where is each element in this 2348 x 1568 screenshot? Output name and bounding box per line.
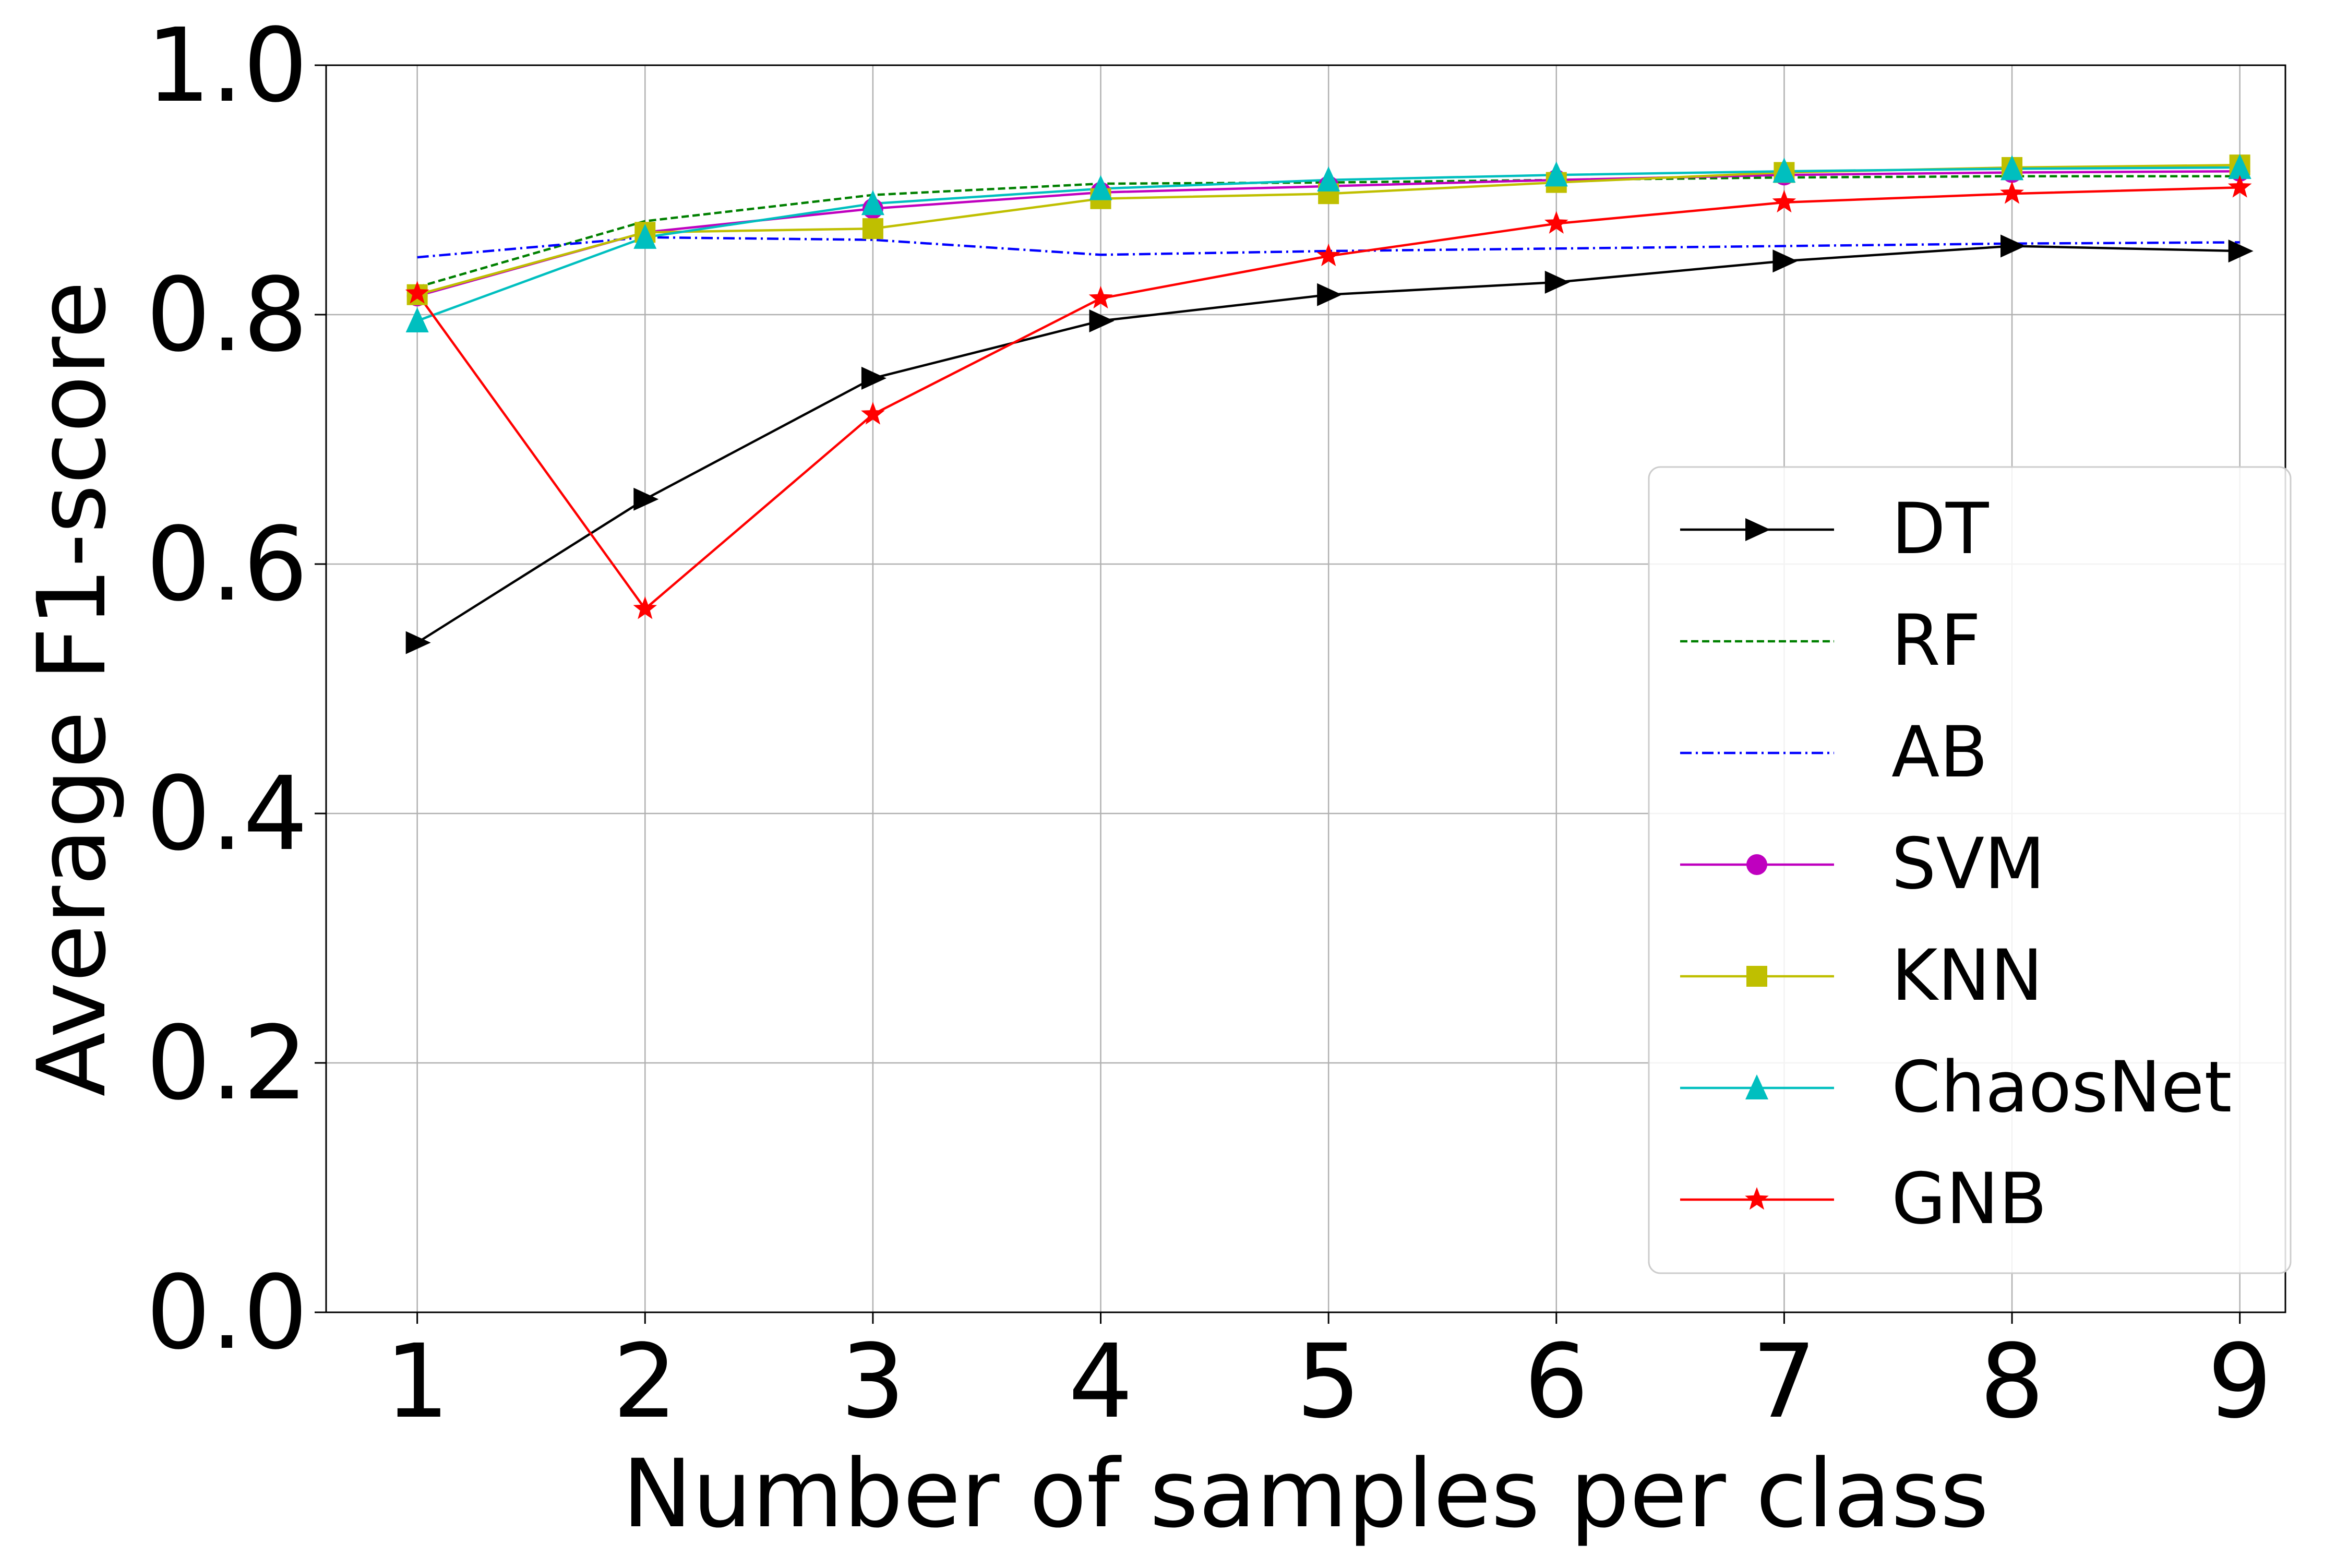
data-point-dt [1544,270,1570,294]
x-tick-label: 7 [1752,1322,1816,1441]
x-tick-label: 2 [613,1322,677,1441]
x-tick-label: 5 [1296,1322,1361,1441]
legend-label-knn: KNN [1891,935,2043,1016]
data-point-gnb [633,596,657,619]
axis-ticks: 1 2 3 4 5 6 7 8 9 0.0 0.2 0.4 0.6 0.8 1.0 [146,6,2272,1441]
data-point-chaosnet [1317,166,1340,191]
data-point-dt [2000,234,2026,258]
y-tick-label: 0.4 [146,755,308,873]
data-point-chaosnet [1089,175,1112,200]
legend-marker-chaosnet [1745,1074,1768,1099]
x-tick-label: 1 [385,1322,450,1441]
data-point-gnb [2227,175,2252,198]
legend-label-gnb: GNB [1891,1158,2047,1240]
data-point-chaosnet [633,223,657,249]
data-point-gnb [405,281,429,304]
data-point-chaosnet [2000,155,2024,181]
series-markers [405,153,2254,654]
data-point-gnb [1772,189,1796,213]
legend-label-rf: RF [1891,600,1981,681]
x-tick-label: 6 [1524,1322,1589,1441]
x-axis-label: Number of samples per class [622,1440,1989,1549]
legend-label-chaosnet: ChaosNet [1891,1046,2232,1128]
y-tick-label: 0.0 [146,1253,308,1372]
legend-label-dt: DT [1891,488,1989,570]
x-tick-label: 4 [1068,1322,1133,1441]
data-point-dt [1089,309,1115,332]
data-point-dt [633,487,659,511]
x-tick-label: 9 [2208,1322,2272,1441]
data-point-chaosnet [1772,158,1796,183]
data-point-chaosnet [405,307,429,332]
x-tick-label: 3 [841,1322,905,1441]
data-point-dt [1772,249,1798,273]
data-point-gnb [2000,181,2024,204]
legend-box [1648,466,2292,1274]
legend-marker-gnb [1745,1187,1769,1210]
data-point-gnb [1544,211,1568,234]
data-point-gnb [1316,243,1340,267]
data-point-chaosnet [1544,161,1568,187]
data-point-gnb [1088,285,1113,309]
data-point-dt [1317,283,1343,306]
data-point-gnb [861,402,885,425]
legend-marker-dt [1745,518,1770,541]
legend: DT RF AB SVM KNN ChaosNet GNB [1648,466,2292,1274]
x-tick-label: 8 [1980,1322,2044,1441]
y-tick-label: 0.8 [146,256,308,374]
y-tick-label: 0.2 [146,1004,308,1122]
legend-marker-svm [1746,854,1767,875]
data-point-chaosnet [2228,153,2251,179]
y-tick-label: 0.6 [146,505,308,624]
y-tick-label: 1.0 [146,6,308,125]
legend-label-ab: AB [1891,711,1988,793]
data-point-chaosnet [861,190,884,216]
data-point-dt [405,631,431,654]
series-line-ab [417,236,2240,259]
data-point-knn [862,218,883,240]
data-point-dt [861,366,887,390]
legend-label-svm: SVM [1891,823,2045,905]
y-axis-label: Average F1-score [18,281,127,1096]
legend-marker-knn [1746,966,1767,987]
data-point-dt [2228,240,2254,263]
